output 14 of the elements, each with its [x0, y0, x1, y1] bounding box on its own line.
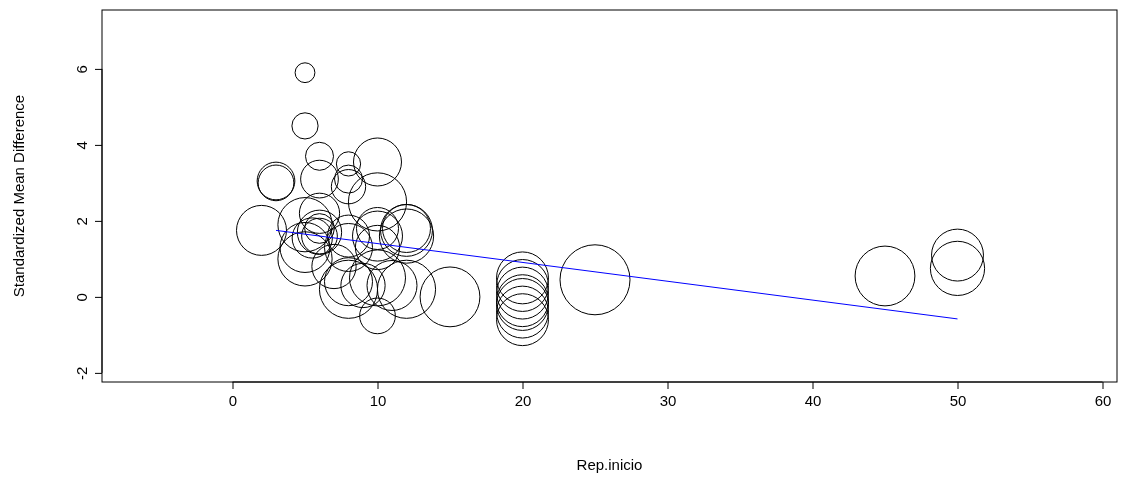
y-tick-label: 4 [72, 141, 90, 150]
x-axis-title: Rep.inicio [576, 456, 643, 473]
y-tick-label: 0 [72, 293, 90, 302]
y-axis-title: Standardized Mean Difference [10, 94, 27, 298]
y-tick-label: 6 [72, 65, 90, 74]
y-tick-label: -2 [72, 366, 90, 381]
x-tick-label: 60 [1094, 391, 1112, 409]
x-tick-label: 20 [514, 391, 532, 409]
x-tick-label: 10 [369, 391, 387, 409]
y-tick-label: 2 [72, 217, 90, 226]
x-tick-label: 50 [949, 391, 967, 409]
x-tick-label: 0 [228, 391, 238, 409]
x-tick-label: 30 [659, 391, 677, 409]
x-tick-label: 40 [804, 391, 822, 409]
